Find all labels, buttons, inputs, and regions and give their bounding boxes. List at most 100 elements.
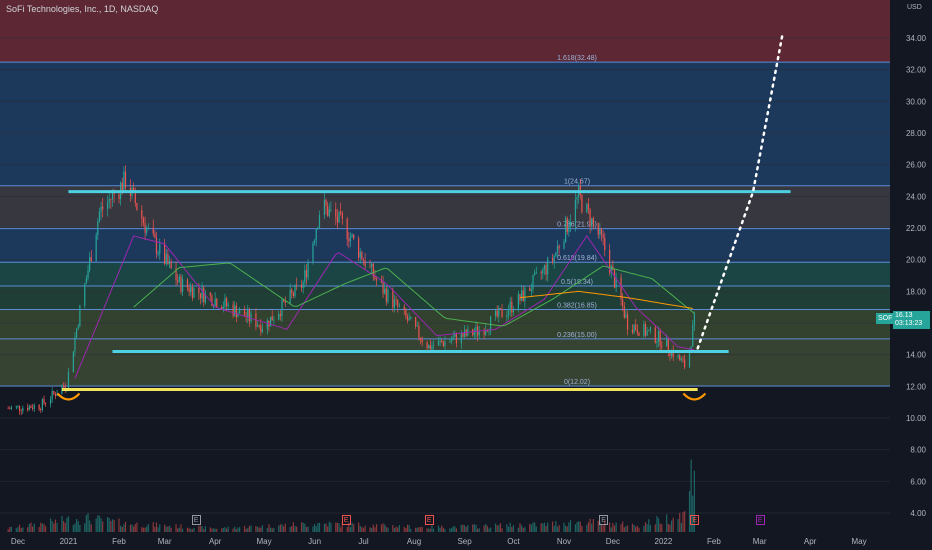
volume-bar xyxy=(369,527,371,532)
volume-bar xyxy=(511,527,513,532)
candle-body xyxy=(556,245,559,253)
volume-bar xyxy=(568,522,570,532)
volume-bar xyxy=(134,524,136,532)
x-tick-label: Mar xyxy=(158,537,172,546)
volume-bar xyxy=(496,525,498,532)
candle-body xyxy=(592,218,594,224)
candle-body xyxy=(403,306,405,310)
volume-bar xyxy=(540,523,542,532)
volume-bar xyxy=(654,524,656,532)
earnings-marker[interactable]: E xyxy=(755,515,765,525)
candle-body xyxy=(281,299,283,316)
candle-body xyxy=(214,298,216,306)
volume-bar xyxy=(136,522,138,532)
volume-bar xyxy=(255,526,257,532)
earnings-marker[interactable]: E xyxy=(690,515,700,525)
candle-body xyxy=(76,328,78,338)
volume-bar xyxy=(615,522,617,532)
volume-bar xyxy=(100,518,102,532)
fib-zone xyxy=(0,262,890,286)
volume-bar xyxy=(95,518,97,532)
candle-body xyxy=(234,305,236,316)
volume-bar xyxy=(84,523,86,532)
candle-body xyxy=(349,236,352,242)
candle-body xyxy=(338,211,340,223)
volume-bar xyxy=(358,522,360,532)
volume-bar xyxy=(7,529,9,532)
candle-body xyxy=(530,289,532,291)
candle-body xyxy=(41,399,43,410)
volume-bar xyxy=(335,522,337,532)
earnings-marker[interactable]: E xyxy=(341,515,351,525)
candle-body xyxy=(529,287,531,291)
volume-bar xyxy=(384,524,386,532)
volume-bar xyxy=(85,515,87,532)
volume-bar xyxy=(224,527,226,532)
candle-body xyxy=(155,237,158,254)
candle-body xyxy=(441,340,443,343)
volume-bar xyxy=(372,524,374,532)
candle-body xyxy=(631,329,634,333)
earnings-marker[interactable]: E xyxy=(424,515,434,525)
candle-body xyxy=(418,325,420,338)
volume-bar xyxy=(490,527,492,532)
candle-body xyxy=(239,309,241,314)
candle-body xyxy=(626,314,629,330)
y-tick-label: 32.00 xyxy=(906,66,927,75)
volume-bar xyxy=(419,527,422,532)
x-tick-label: Feb xyxy=(707,537,721,546)
volume-bar xyxy=(426,528,428,532)
x-tick-label: Dec xyxy=(11,537,25,546)
volume-bar xyxy=(545,525,547,532)
volume-bar xyxy=(463,525,466,532)
fib-zone xyxy=(0,309,890,339)
candle-body xyxy=(224,298,226,307)
candle-body xyxy=(258,324,260,326)
candle-body xyxy=(602,234,604,238)
volume-bar xyxy=(380,524,383,532)
volume-bar xyxy=(9,526,11,532)
candle-body xyxy=(542,269,544,274)
candle-body xyxy=(191,286,193,298)
bar-countdown: 03:13:23 xyxy=(895,320,923,327)
x-tick-label: Jun xyxy=(308,537,321,546)
volume-bar xyxy=(79,524,81,532)
volume-bar xyxy=(129,524,132,532)
volume-bar xyxy=(543,522,546,532)
candle-body xyxy=(317,227,319,230)
volume-bar xyxy=(444,529,446,532)
candle-body xyxy=(364,260,366,267)
volume-bar xyxy=(421,527,423,532)
volume-bar xyxy=(556,526,559,532)
volume-bar xyxy=(269,527,272,532)
volume-bar xyxy=(243,525,246,532)
candle-body xyxy=(100,206,102,212)
candle-body xyxy=(336,216,339,223)
candle-body xyxy=(9,408,11,410)
candle-body xyxy=(348,239,350,242)
candle-body xyxy=(221,307,223,310)
volume-bar xyxy=(239,527,241,532)
volume-bar xyxy=(692,495,694,532)
candle-body xyxy=(361,251,363,260)
volume-bar xyxy=(165,526,167,532)
volume-bar xyxy=(439,527,441,532)
volume-bar xyxy=(587,522,590,532)
candle-body xyxy=(693,313,695,325)
volume-bar xyxy=(579,521,581,532)
volume-bar xyxy=(27,527,29,532)
volume-bar xyxy=(268,524,270,532)
volume-bar xyxy=(361,527,363,532)
volume-bar xyxy=(483,525,485,532)
volume-bar xyxy=(565,525,567,532)
volume-bar xyxy=(144,527,146,532)
candle-body xyxy=(509,301,511,311)
earnings-marker[interactable]: E xyxy=(599,515,609,525)
earnings-marker[interactable]: E xyxy=(191,515,201,525)
volume-bar xyxy=(294,525,296,532)
volume-bar xyxy=(227,526,229,532)
candle-body xyxy=(250,313,252,322)
y-tick-label: 28.00 xyxy=(906,129,927,138)
volume-bar xyxy=(599,521,601,532)
candle-body xyxy=(426,342,428,349)
